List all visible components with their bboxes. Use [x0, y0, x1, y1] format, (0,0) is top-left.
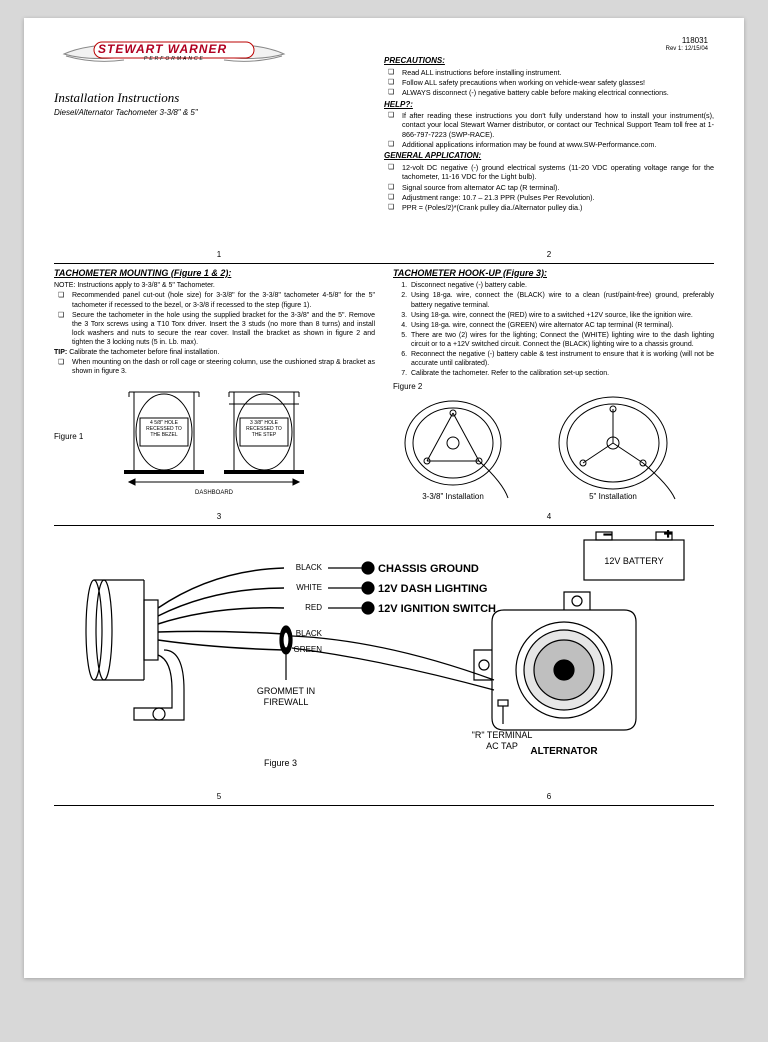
wire-dest-0: CHASSIS GROUND	[378, 563, 479, 575]
svg-text:FIREWALL: FIREWALL	[264, 697, 309, 707]
general-list: 12-volt DC negative (-) ground electrica…	[388, 163, 714, 213]
page-number-5: 5	[54, 792, 384, 801]
wire-color-2: RED	[305, 603, 322, 612]
mounting-column: TACHOMETER MOUNTING (Figure 1 & 2): NOTE…	[54, 268, 375, 513]
hookup-item: Reconnect the negative (-) battery cable…	[409, 350, 714, 368]
wire-color-3: BLACK	[296, 629, 323, 638]
divider	[54, 805, 714, 806]
precautions-heading: PRECAUTIONS:	[384, 56, 714, 66]
header-right: 118031 Rev 1: 12/15/04 PRECAUTIONS: Read…	[384, 36, 714, 214]
page-subtitle: Diesel/Alternator Tachometer 3-3/8" & 5"	[54, 108, 384, 117]
doc-id: 118031	[384, 36, 708, 46]
doc-rev: Rev 1: 12/15/04	[384, 46, 708, 54]
precautions-list: Read ALL instructions before installing …	[388, 68, 714, 98]
page: STEWART WARNER PERFORMANCE Installation …	[24, 18, 744, 978]
hookup-item: Disconnect negative (-) battery cable.	[409, 281, 714, 290]
figure-2-label: Figure 2	[393, 382, 714, 392]
general-item: Adjustment range: 10.7 – 21.3 PPR (Pulse…	[388, 193, 714, 202]
figure-2-svg: 3-3/8" Installation 5" Installation	[393, 393, 713, 503]
figure-3: – + BLACK WHITE RED BLACK GREEN CHASSIS …	[54, 530, 714, 790]
precaution-item: ALWAYS disconnect (-) negative battery c…	[388, 88, 714, 97]
fig2-right-caption: 5" Installation	[589, 492, 637, 501]
tip-item: When mounting on the dash or roll cage o…	[58, 358, 375, 376]
mounting-item: Secure the tachometer in the hole using …	[58, 311, 375, 347]
svg-text:AC TAP: AC TAP	[486, 741, 518, 751]
hookup-item: Using 18-ga. wire, connect the (GREEN) w…	[409, 321, 714, 330]
hookup-item: Calibrate the tachometer. Refer to the c…	[409, 369, 714, 378]
grommet-label: GROMMET IN	[257, 686, 315, 696]
divider	[54, 263, 714, 264]
dashboard-label: DASHBOARD	[195, 490, 234, 496]
logo: STEWART WARNER PERFORMANCE	[54, 36, 384, 86]
mounting-note: NOTE: Instructions apply to 3-3/8" & 5" …	[54, 281, 375, 290]
page-number-6: 6	[384, 792, 714, 801]
precaution-item: Follow ALL safety precautions when worki…	[388, 78, 714, 87]
alternator-label: ALTERNATOR	[530, 746, 598, 757]
wire-dest-1: 12V DASH LIGHTING	[378, 583, 487, 595]
middle-columns: TACHOMETER MOUNTING (Figure 1 & 2): NOTE…	[54, 268, 714, 513]
hookup-list: Disconnect negative (-) battery cable. U…	[393, 281, 714, 378]
wire-color-4: GREEN	[294, 645, 323, 654]
minus-label: –	[604, 530, 612, 541]
mounting-heading: TACHOMETER MOUNTING (Figure 1 & 2):	[54, 268, 375, 280]
header-left: STEWART WARNER PERFORMANCE Installation …	[54, 36, 384, 214]
hookup-item: There are two (2) wires for the lighting…	[409, 331, 714, 349]
figure-3-svg: – + BLACK WHITE RED BLACK GREEN CHASSIS …	[54, 530, 714, 780]
page-number-1: 1	[54, 250, 384, 259]
header: STEWART WARNER PERFORMANCE Installation …	[54, 36, 714, 214]
tip-list: When mounting on the dash or roll cage o…	[58, 358, 375, 376]
figure-1: 4 5/8" HOLE RECESSED TO THE BEZEL 3 3/8"…	[54, 382, 375, 512]
hookup-heading: TACHOMETER HOOK-UP (Figure 3):	[393, 268, 714, 280]
figure-1-label: Figure 1	[54, 432, 83, 442]
tip-text: Calibrate the tachometer before final in…	[69, 349, 219, 356]
help-item: If after reading these instructions you …	[388, 111, 714, 139]
logo-tagline: PERFORMANCE	[144, 56, 205, 62]
svg-text:THE BEZEL: THE BEZEL	[150, 432, 177, 438]
wire-color-0: BLACK	[296, 563, 323, 572]
hookup-item: Using 18-ga. wire, connect the (RED) wir…	[409, 311, 714, 320]
general-heading: GENERAL APPLICATION:	[384, 151, 714, 161]
rterm-label: "R" TERMINAL	[472, 730, 533, 740]
page-number-3: 3	[54, 512, 384, 521]
battery-label: 12V BATTERY	[604, 556, 663, 566]
page-number-4: 4	[384, 512, 714, 521]
tip-label: TIP:	[54, 349, 67, 356]
figure-1-svg: 4 5/8" HOLE RECESSED TO THE BEZEL 3 3/8"…	[54, 382, 374, 502]
help-list: If after reading these instructions you …	[388, 111, 714, 149]
figure-3-label: Figure 3	[264, 758, 297, 768]
general-item: PPR = (Poles/2)*(Crank pulley dia./Alter…	[388, 203, 714, 212]
logo-brand: STEWART WARNER	[98, 42, 227, 56]
fig2-left-caption: 3-3/8" Installation	[422, 492, 484, 501]
wire-color-1: WHITE	[296, 583, 322, 592]
wire-dest-2: 12V IGNITION SWITCH	[378, 603, 496, 615]
divider	[54, 525, 714, 526]
general-item: Signal source from alternator AC tap (R …	[388, 183, 714, 192]
help-item: Additional applications information may …	[388, 140, 714, 149]
hookup-column: TACHOMETER HOOK-UP (Figure 3): Disconnec…	[393, 268, 714, 513]
plus-label: +	[664, 530, 672, 541]
help-heading: HELP?:	[384, 100, 714, 110]
page-number-2: 2	[384, 250, 714, 259]
general-item: 12-volt DC negative (-) ground electrica…	[388, 163, 714, 182]
mounting-list: Recommended panel cut-out (hole size) fo…	[58, 291, 375, 347]
hookup-item: Using 18-ga. wire, connect the (BLACK) w…	[409, 291, 714, 309]
precaution-item: Read ALL instructions before installing …	[388, 68, 714, 77]
mounting-item: Recommended panel cut-out (hole size) fo…	[58, 291, 375, 309]
page-title: Installation Instructions	[54, 90, 384, 106]
svg-text:THE STEP: THE STEP	[252, 432, 277, 438]
